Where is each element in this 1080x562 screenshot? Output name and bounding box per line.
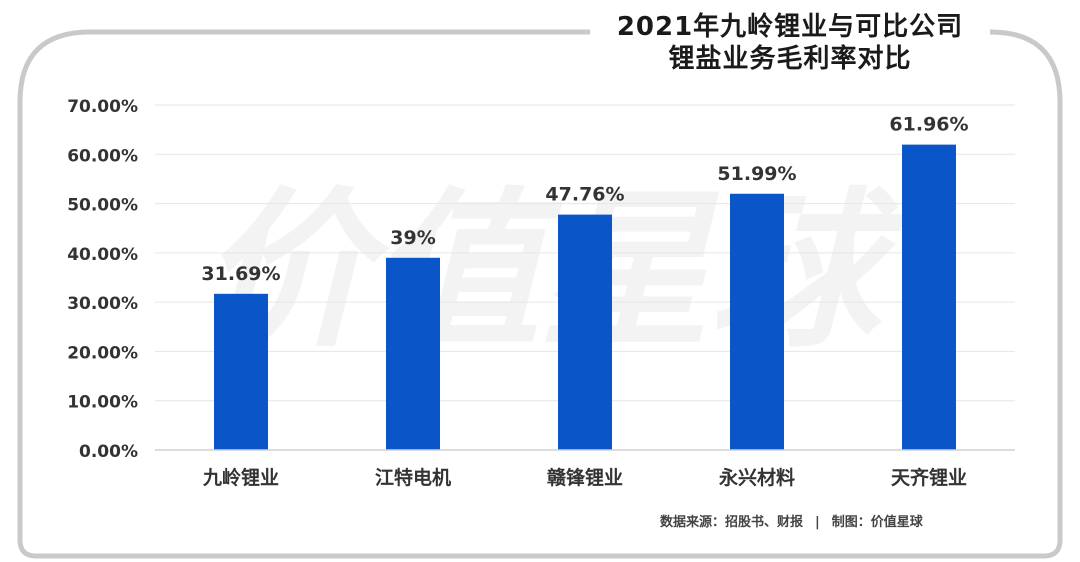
y-tick-label: 10.00% bbox=[67, 393, 138, 413]
bar bbox=[902, 144, 956, 450]
bars bbox=[214, 144, 956, 451]
chart-title-line-1: 2021年九岭锂业与可比公司 bbox=[616, 12, 964, 42]
footer-source: 数据来源：招股书、财报 | 制图：价值星球 bbox=[660, 511, 990, 530]
y-tick-label: 70.00% bbox=[67, 97, 138, 117]
watermark: 价值星球 bbox=[200, 173, 905, 371]
y-tick-label: 30.00% bbox=[67, 294, 138, 314]
y-tick-label: 50.00% bbox=[67, 196, 138, 216]
bar bbox=[214, 293, 268, 450]
y-axis-tick-labels: 0.00% 10.00% 20.00% 30.00% 40.00% 50.00% 60.00… bbox=[67, 97, 138, 462]
data-label: 39% bbox=[390, 227, 435, 249]
data-label: 51.99% bbox=[717, 163, 796, 185]
x-category-label: 天齐锂业 bbox=[891, 466, 967, 489]
chart-title-line-2: 锂盐业务毛利率对比 bbox=[668, 44, 912, 74]
rounded-frame bbox=[17, 29, 1063, 559]
x-category-label: 江特电机 bbox=[375, 466, 451, 489]
y-tick-label: 20.00% bbox=[67, 343, 138, 363]
source-text: 数据来源：招股书、财报 bbox=[660, 515, 804, 530]
credit-text: 制图：价值星球 bbox=[831, 515, 923, 530]
bar bbox=[386, 257, 440, 450]
y-tick-label: 40.00% bbox=[67, 245, 138, 265]
x-category-label: 永兴材料 bbox=[718, 466, 795, 489]
bar bbox=[558, 214, 612, 450]
data-labels: 31.69% 39% 47.76% 51.99% 61.96% bbox=[201, 114, 968, 285]
chart-title: 2021年九岭锂业与可比公司 锂盐业务毛利率对比 bbox=[590, 2, 990, 74]
x-axis-category-labels: 九岭锂业 江特电机 赣锋锂业 永兴材料 天齐锂业 bbox=[202, 466, 967, 489]
data-label: 61.96% bbox=[889, 114, 968, 136]
y-tick-label: 0.00% bbox=[79, 442, 138, 462]
footer-separator: | bbox=[815, 515, 820, 530]
data-label: 31.69% bbox=[201, 263, 280, 285]
bar bbox=[730, 193, 784, 451]
x-category-label: 赣锋锂业 bbox=[547, 466, 623, 489]
y-tick-label: 60.00% bbox=[67, 146, 138, 166]
x-category-label: 九岭锂业 bbox=[202, 466, 279, 489]
data-label: 47.76% bbox=[545, 184, 624, 206]
